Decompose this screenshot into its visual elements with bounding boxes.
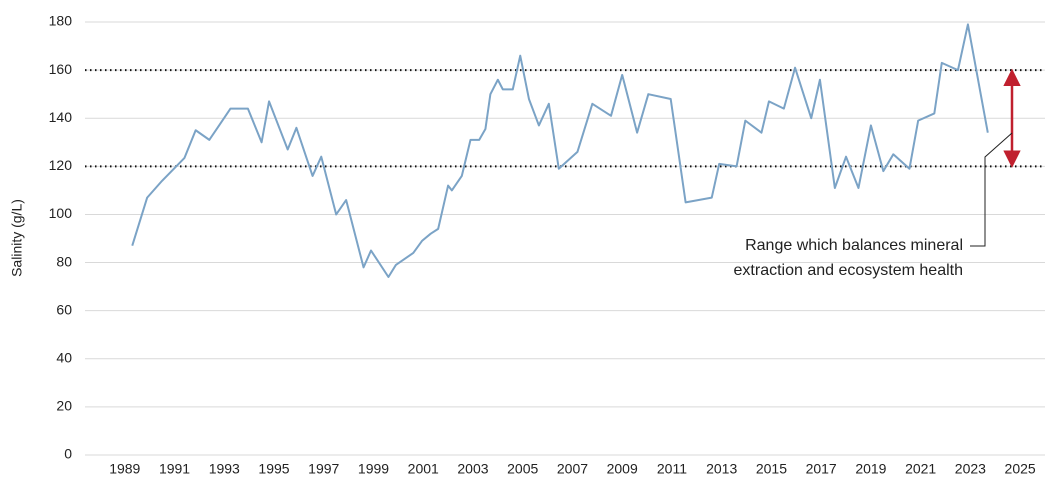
x-tick-label: 1997 (308, 461, 339, 477)
y-tick-label: 180 (49, 13, 73, 29)
annotation: Range which balances mineral (745, 237, 963, 254)
data-line (131, 23, 989, 278)
x-tick-label: 2023 (955, 461, 986, 477)
y-tick-label: 100 (49, 205, 73, 221)
y-tick-label: 40 (56, 349, 72, 365)
x-tick-label: 2013 (706, 461, 737, 477)
y-tick-label: 160 (49, 61, 73, 77)
y-axis-label: Salinity (g/L) (9, 199, 25, 277)
y-tick-label: 0 (64, 446, 72, 462)
x-tick-label: 2021 (905, 461, 936, 477)
x-tick-label: 2011 (657, 461, 687, 477)
x-tick-label: 1993 (209, 461, 240, 477)
x-tick-label: 2015 (756, 461, 787, 477)
x-tick-label: 2005 (507, 461, 538, 477)
plot-area: 0 20 40 60 80 100 120 140 160 180 1989 1991 1993 1995… (49, 13, 1045, 477)
x-tick-label: 2025 (1005, 461, 1036, 477)
x-tick-label: 2019 (855, 461, 886, 477)
x-tick-label: 1995 (258, 461, 289, 477)
x-tick-label: 1999 (358, 461, 389, 477)
x-tick-label: 1989 (109, 461, 140, 477)
annotation-connector (970, 132, 1013, 247)
x-tick-label: 2001 (408, 461, 439, 477)
y-tick-label: 80 (56, 253, 72, 269)
y-tick-label: 60 (56, 301, 72, 317)
annotation: extraction and ecosystem health (734, 262, 963, 279)
y-tick-label: 20 (56, 398, 72, 414)
x-tick-label: 2007 (557, 461, 588, 477)
x-tick-label: 2009 (607, 461, 638, 477)
y-tick-label: 120 (49, 157, 73, 173)
x-tick-label: 2017 (806, 461, 837, 477)
x-tick-label: 1991 (159, 461, 190, 477)
x-tick-label: 2003 (457, 461, 488, 477)
y-tick-label: 140 (49, 109, 73, 125)
